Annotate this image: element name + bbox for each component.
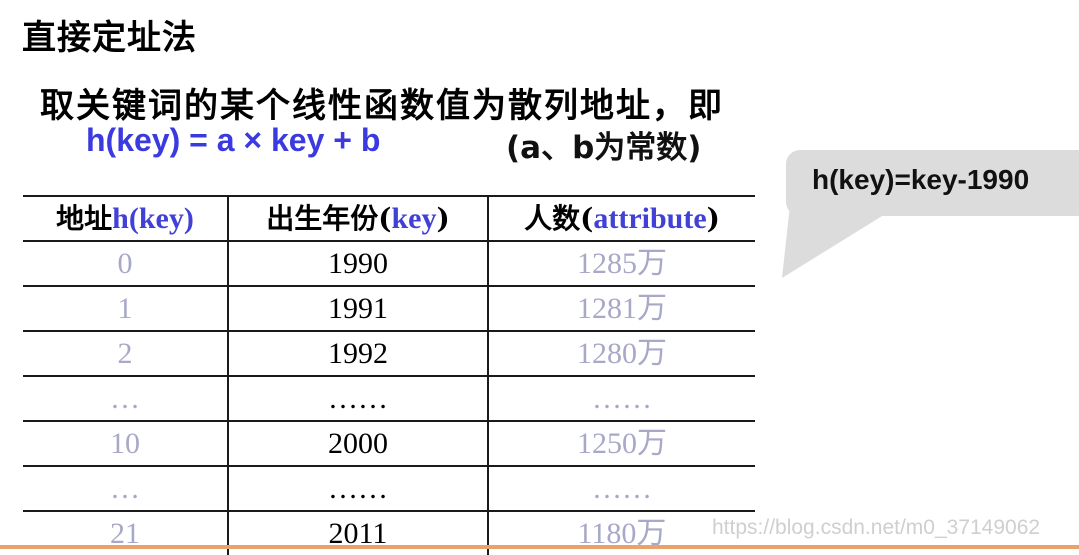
cell-year: …… xyxy=(228,376,489,422)
cell-address: 2 xyxy=(23,331,229,377)
cell-address: 0 xyxy=(23,241,229,287)
table-row: 10 2000 1250万 xyxy=(23,421,755,467)
bottom-divider xyxy=(0,545,1079,549)
formula: h(key) = a × key + b xyxy=(86,122,381,158)
cell-population: 1180万 xyxy=(577,516,667,550)
header-year-prefix: 出生年份( xyxy=(266,201,392,235)
watermark: https://blog.csdn.net/m0_37149062 xyxy=(712,516,1041,539)
formula-line: h(key) = a × key + b (a、b为常数) xyxy=(86,122,701,166)
slide-title: 直接定址法 xyxy=(22,18,197,58)
cell-address: 1 xyxy=(23,286,229,332)
cell-year: 1991 xyxy=(228,286,489,332)
cell-address: … xyxy=(23,376,229,422)
cell-population: 1280万 xyxy=(488,331,755,377)
cell-address: … xyxy=(23,466,229,512)
cell-population: 1281万 xyxy=(488,286,755,332)
cell-year: 2000 xyxy=(228,421,489,467)
cell-year: …… xyxy=(228,466,489,512)
header-year-highlight: key xyxy=(391,201,437,235)
cell-address: 10 xyxy=(23,421,229,467)
table-row: 1 1991 1281万 xyxy=(23,286,755,332)
cell-year: 1990 xyxy=(228,241,489,287)
cell-population: 1285万 xyxy=(488,241,755,287)
table-row: … …… …… xyxy=(23,376,755,422)
table-row: … …… …… xyxy=(23,466,755,512)
cell-population: …… xyxy=(488,376,755,422)
header-year: 出生年份(key) xyxy=(228,195,489,242)
cell-population: …… xyxy=(488,466,755,512)
formula-note: (a、b为常数) xyxy=(506,130,702,166)
header-address-prefix: 地址 xyxy=(56,201,113,235)
header-address-highlight: h(key) xyxy=(112,201,194,235)
header-year-suffix: ) xyxy=(436,201,450,235)
table-row: 0 1990 1285万 xyxy=(23,241,755,287)
header-address: 地址h(key) xyxy=(23,195,229,242)
cell-year: 1992 xyxy=(228,331,489,377)
callout-bubble xyxy=(786,150,1079,216)
header-population: 人数(attribute) xyxy=(488,195,755,242)
header-population-highlight: attribute xyxy=(593,201,707,235)
cell-population: 1250万 xyxy=(488,421,755,467)
table-row: 2 1992 1280万 xyxy=(23,331,755,377)
header-population-suffix: ) xyxy=(706,201,720,235)
header-population-prefix: 人数( xyxy=(524,201,594,235)
intro-text: 取关键词的某个线性函数值为散列地址，即 xyxy=(40,86,724,126)
table-header-row: 地址h(key) 出生年份(key) 人数(attribute) xyxy=(23,195,755,242)
callout-text: h(key)=key-1990 xyxy=(812,164,1030,195)
address-table: 地址h(key) 出生年份(key) 人数(attribute) 0 1990 … xyxy=(23,195,755,555)
